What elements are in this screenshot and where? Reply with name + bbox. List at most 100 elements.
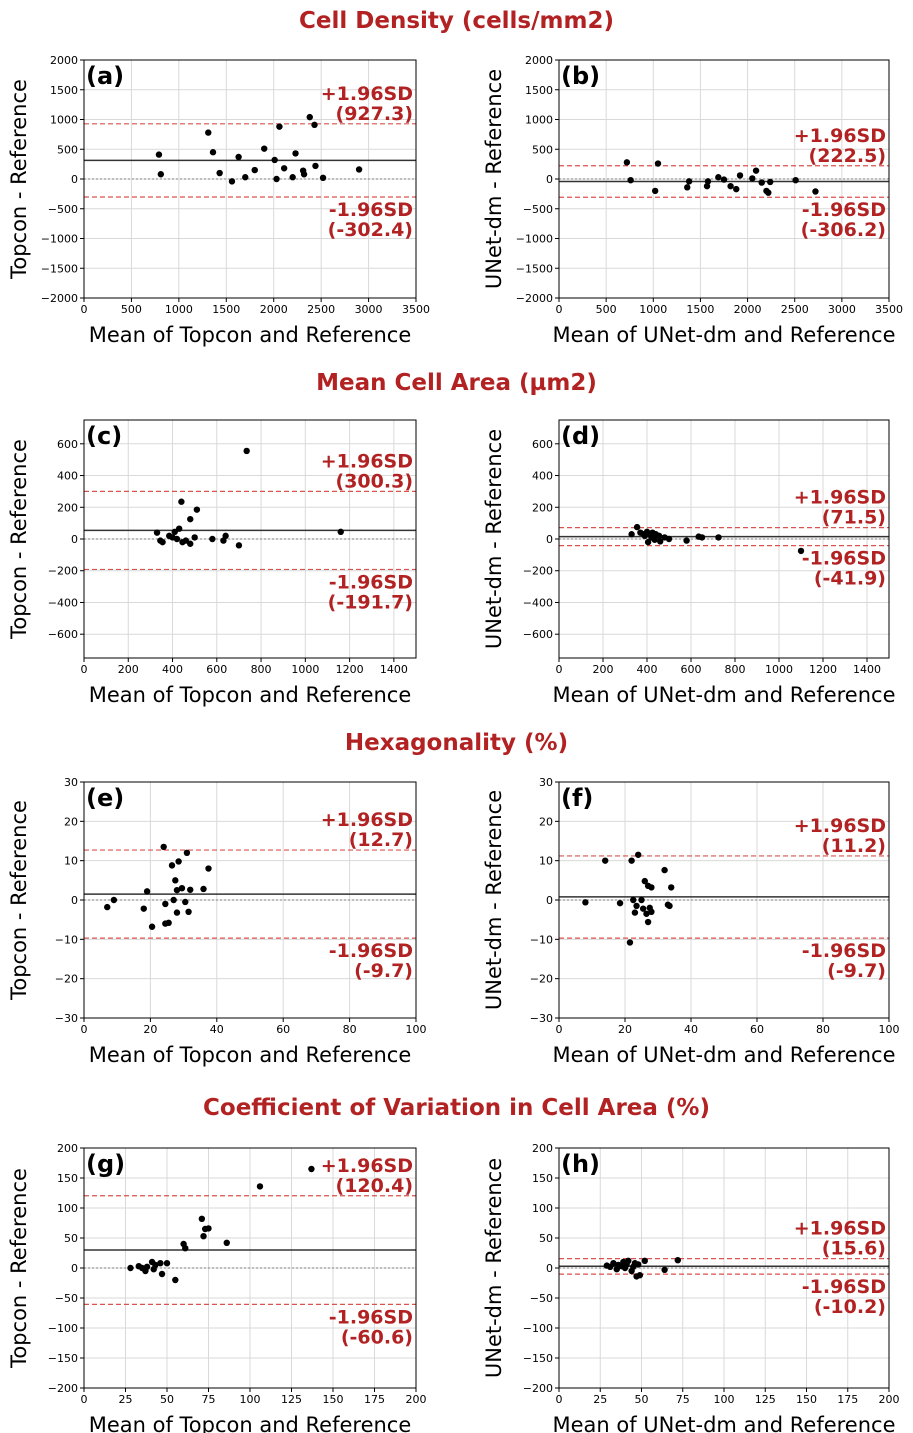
y-tick-label: 400	[57, 470, 78, 483]
data-point	[602, 857, 609, 864]
y-tick-label: −20	[55, 973, 78, 986]
x-tick-label: 0	[556, 1393, 563, 1406]
x-tick-label: 400	[162, 663, 183, 676]
x-tick-label: 150	[796, 1393, 817, 1406]
x-tick-label: 20	[143, 1023, 157, 1036]
upper-limit-value: (71.5)	[822, 507, 886, 529]
data-point	[222, 532, 229, 540]
data-point	[127, 1264, 134, 1272]
lower-limit-label: -1.96SD	[329, 1306, 413, 1328]
data-point	[651, 536, 658, 543]
y-axis-label: Topcon - Reference	[7, 79, 31, 280]
data-point	[157, 171, 165, 178]
x-tick-label: 0	[81, 1393, 88, 1406]
panel-letter: (h)	[561, 1150, 600, 1178]
y-tick-label: 50	[539, 1232, 553, 1245]
x-tick-label: 200	[406, 1393, 427, 1406]
x-tick-label: 1000	[291, 663, 319, 676]
lower-limit-value: (-191.7)	[328, 591, 413, 613]
x-axis-label: Mean of UNet-dm and Reference	[552, 323, 895, 347]
data-point	[185, 908, 192, 915]
x-tick-label: 175	[837, 1393, 858, 1406]
x-axis-label: Mean of Topcon and Reference	[89, 683, 412, 707]
panel-letter: (a)	[86, 62, 124, 90]
lower-limit-label: -1.96SD	[329, 571, 413, 593]
data-point	[160, 843, 167, 851]
data-point	[736, 172, 744, 179]
y-tick-label: −200	[523, 1382, 553, 1395]
upper-limit-label: +1.96SD	[794, 487, 886, 509]
data-point	[182, 1245, 189, 1252]
data-point	[715, 174, 722, 181]
panel-letter: (g)	[86, 1150, 125, 1178]
upper-limit-value: (222.5)	[809, 145, 886, 167]
data-point	[623, 159, 631, 166]
x-tick-label: 1000	[165, 303, 193, 316]
lower-limit-label: -1.96SD	[329, 940, 413, 962]
y-tick-label: 150	[532, 1172, 553, 1185]
y-axis-label: UNet-dm - Reference	[482, 429, 506, 649]
data-point	[727, 182, 734, 190]
data-point	[191, 534, 198, 541]
y-tick-label: 0	[546, 533, 553, 546]
chart-panel-e: 0 20 40 60 80 100 −30 −20 −10 0 10 20 30 Mean of Topc…	[7, 776, 427, 1067]
x-tick-label: 40	[210, 1023, 224, 1036]
y-axis-label: UNet-dm - Reference	[482, 1158, 506, 1378]
y-tick-label: −50	[55, 1292, 78, 1305]
y-tick-label: −30	[530, 1012, 553, 1025]
data-point	[187, 515, 194, 523]
x-tick-label: 3000	[828, 303, 856, 316]
lower-limit-value: (-306.2)	[801, 219, 886, 241]
data-point	[628, 857, 635, 864]
data-point	[319, 174, 327, 182]
data-point	[172, 877, 179, 884]
lower-limit-value: (-60.6)	[341, 1326, 413, 1348]
data-point	[641, 877, 648, 885]
y-tick-label: −600	[523, 628, 553, 641]
chart-panel-d: 0 200 400 600 800 1000 1200 1400 −600 −400 −200 0 20…	[482, 419, 896, 707]
x-tick-label: 0	[81, 303, 88, 316]
data-point	[173, 886, 181, 894]
x-tick-label: 2500	[307, 303, 335, 316]
y-tick-label: −200	[48, 565, 78, 578]
data-point	[216, 169, 223, 177]
data-point	[306, 113, 313, 121]
y-tick-label: 2000	[50, 54, 78, 67]
data-point	[308, 1165, 315, 1173]
data-point	[280, 165, 288, 172]
y-tick-label: 10	[64, 855, 78, 868]
upper-limit-value: (927.3)	[336, 103, 413, 125]
x-tick-label: 1500	[212, 303, 240, 316]
x-tick-label: 600	[206, 663, 227, 676]
x-tick-label: 60	[276, 1023, 290, 1036]
data-point	[182, 537, 190, 544]
x-axis-label: Mean of Topcon and Reference	[89, 323, 412, 347]
x-tick-label: 3500	[402, 303, 430, 316]
y-tick-label: −1000	[41, 233, 78, 246]
x-tick-label: 100	[240, 1393, 261, 1406]
y-tick-label: 200	[57, 501, 78, 514]
data-point	[668, 884, 675, 891]
y-tick-label: −2000	[516, 292, 553, 305]
lower-limit-label: -1.96SD	[802, 1276, 886, 1298]
y-tick-label: 400	[532, 470, 553, 483]
data-point	[703, 182, 711, 190]
x-tick-label: 0	[81, 1023, 88, 1036]
data-point	[636, 1272, 644, 1279]
data-point	[143, 888, 151, 895]
data-point	[648, 884, 655, 891]
data-point	[654, 160, 662, 167]
lower-limit-value: (-9.7)	[827, 960, 886, 982]
y-tick-label: −200	[48, 1382, 78, 1395]
section-title-coefficient-of-variation: Coefficient of Variation in Cell Area (%…	[203, 1095, 710, 1121]
y-tick-label: −500	[48, 203, 78, 216]
chart-panel-f: 0 20 40 60 80 100 −30 −20 −10 0 10 20 30 Mean of UNet…	[482, 776, 900, 1067]
upper-limit-value: (300.3)	[336, 470, 413, 492]
y-tick-label: 100	[532, 1202, 553, 1215]
x-tick-label: 500	[596, 303, 617, 316]
x-axis-label: Mean of Topcon and Reference	[89, 1413, 412, 1433]
x-axis-label: Mean of UNet-dm and Reference	[552, 683, 895, 707]
x-tick-label: 0	[556, 303, 563, 316]
x-tick-label: 1400	[853, 663, 881, 676]
x-tick-label: 100	[879, 1023, 900, 1036]
